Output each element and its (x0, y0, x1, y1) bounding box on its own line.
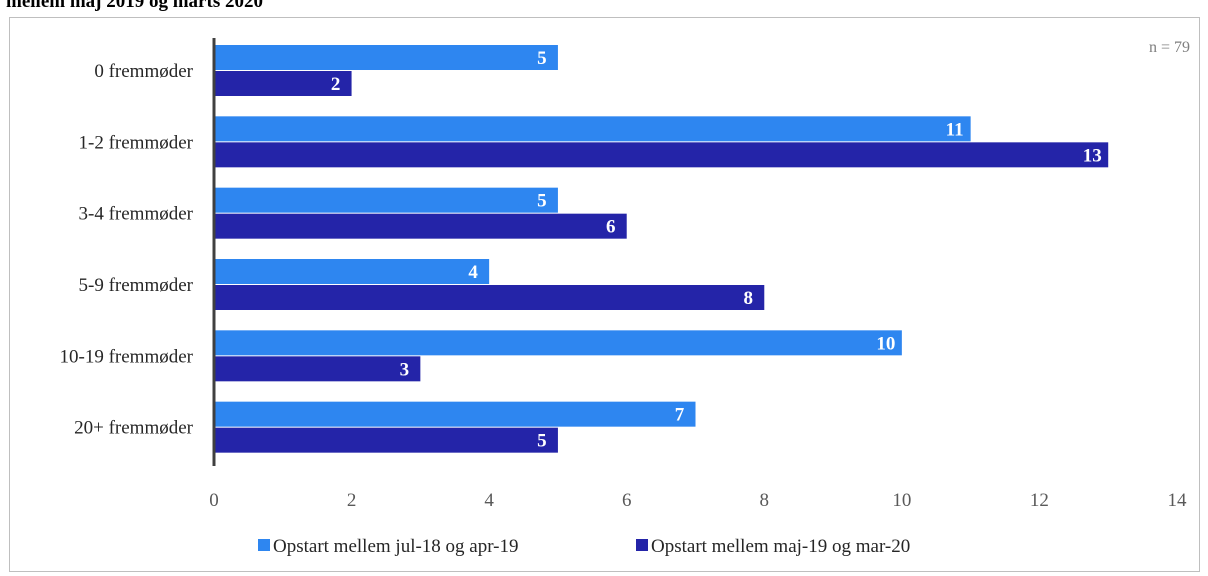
legend: Opstart mellem jul-18 og apr-19 Opstart m… (258, 536, 910, 557)
category-label-2: 3-4 fremmøder (79, 204, 194, 225)
x-tick-label-2: 4 (484, 490, 494, 511)
category-label-0: 0 fremmøder (94, 61, 193, 82)
data-label-series1-2: 5 (537, 191, 547, 212)
data-label-series1-4: 10 (876, 333, 895, 354)
x-tick-label-5: 10 (892, 490, 911, 511)
bar-series2-4 (214, 356, 420, 381)
legend-swatch-2 (636, 539, 648, 551)
data-label-series1-3: 4 (468, 262, 478, 283)
bar-series1-4 (214, 330, 902, 355)
bar-series1-5 (214, 402, 696, 427)
category-label-5: 20+ fremmøder (74, 418, 194, 439)
legend-label-1: Opstart mellem jul-18 og apr-19 (273, 536, 519, 557)
data-label-series1-1: 11 (946, 119, 964, 140)
x-tick-label-7: 14 (1168, 490, 1188, 511)
data-label-series1-0: 5 (537, 48, 547, 69)
legend-label-2: Opstart mellem maj-19 og mar-20 (651, 536, 910, 557)
category-label-3: 5-9 fremmøder (79, 275, 194, 296)
x-tick-label-0: 0 (209, 490, 219, 511)
data-label-series2-4: 3 (400, 359, 410, 380)
bar-series1-2 (214, 188, 558, 213)
legend-swatch-1 (258, 539, 270, 551)
x-tick-labels-group: 0 2 4 6 8 10 12 14 (209, 490, 1187, 511)
data-label-series2-2: 6 (606, 217, 616, 238)
category-label-1: 1-2 fremmøder (79, 132, 194, 153)
bar-series2-5 (214, 428, 558, 453)
x-tick-label-3: 6 (622, 490, 632, 511)
sample-size-note: n = 79 (1149, 39, 1190, 56)
data-label-series1-5: 7 (675, 405, 685, 426)
bar-series2-1 (214, 142, 1108, 167)
data-labels-group: 5 2 11 13 5 6 4 8 10 3 7 5 (331, 48, 1102, 452)
data-label-series2-5: 5 (537, 431, 547, 452)
bar-series2-3 (214, 285, 764, 310)
x-tick-label-6: 12 (1030, 490, 1049, 511)
bar-series1-0 (214, 45, 558, 70)
bars-group (214, 45, 1108, 453)
data-label-series2-3: 8 (744, 288, 754, 309)
x-tick-label-1: 2 (347, 490, 357, 511)
bar-series2-2 (214, 214, 627, 239)
bar-series1-3 (214, 259, 489, 284)
data-label-series2-1: 13 (1083, 145, 1102, 166)
x-tick-label-4: 8 (760, 490, 770, 511)
category-label-4: 10-19 fremmøder (60, 346, 194, 367)
category-labels-group: 0 fremmøder 1-2 fremmøder 3-4 fremmøder 5-9… (60, 61, 194, 439)
bar-series1-1 (214, 116, 971, 141)
data-label-series2-0: 2 (331, 74, 341, 95)
